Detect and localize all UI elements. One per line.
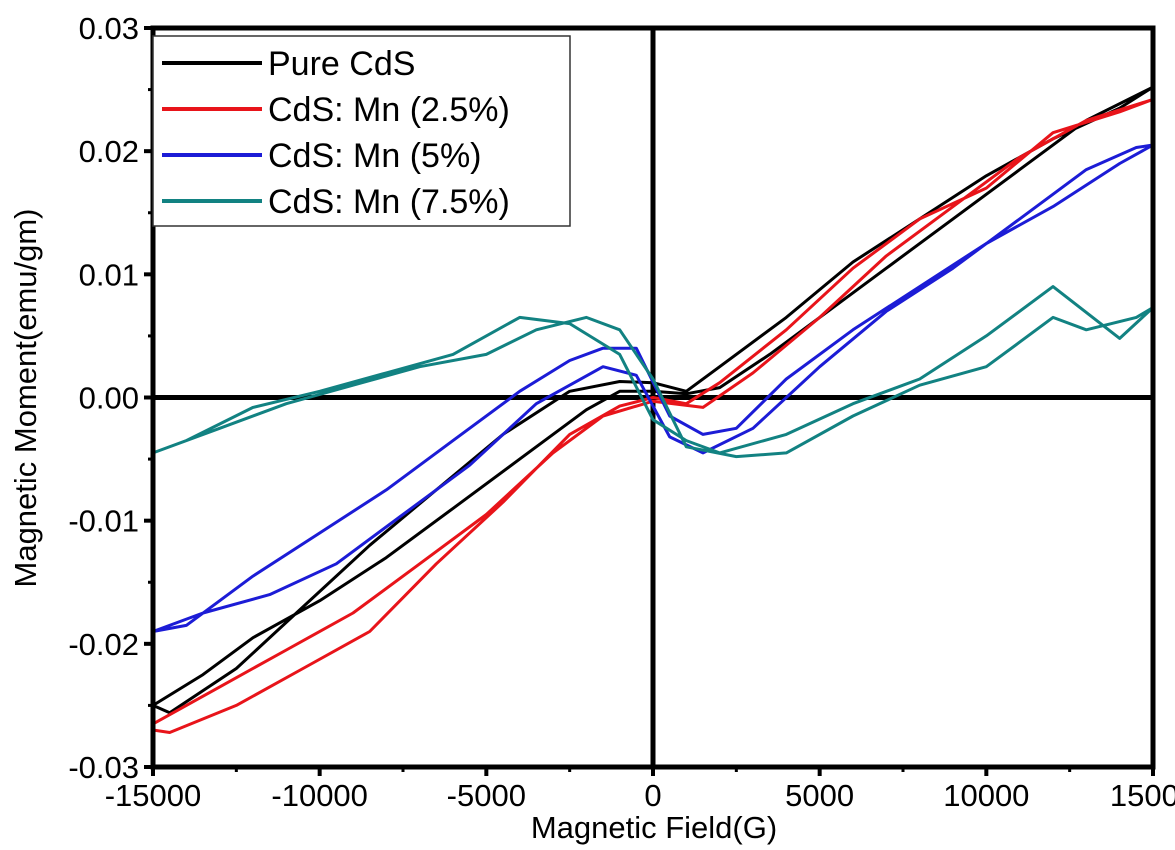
- y-axis-title: Magnetic Moment(emu/gm): [8, 208, 43, 587]
- series-line-cds-mn-2-5: [152, 97, 1155, 734]
- series-line-cds-mn-7-5: [152, 285, 1155, 459]
- legend: Pure CdS CdS: Mn (2.5%) CdS: Mn (5%) CdS: M…: [152, 35, 571, 227]
- x-tick-label: -10000: [271, 778, 368, 813]
- x-tick-label: 15000: [1110, 778, 1175, 813]
- x-tick-label: 5000: [785, 778, 854, 813]
- legend-label: Pure CdS: [268, 45, 415, 83]
- y-tick-label: -0.02: [68, 627, 139, 662]
- y-tick-label: 0.00: [79, 381, 139, 416]
- y-tick-label: -0.01: [68, 504, 139, 539]
- x-tick-label: -5000: [447, 778, 526, 813]
- legend-label: CdS: Mn (2.5%): [268, 91, 510, 129]
- legend-box: [152, 35, 571, 227]
- series-line-cds-mn-5: [152, 143, 1155, 633]
- y-tick-label: 0.01: [79, 257, 139, 292]
- y-tick-label: -0.03: [68, 750, 139, 785]
- axis-ticks: -15000 -10000 -5000 0 5000 10000 15000 -0.03 -0.…: [68, 11, 1175, 813]
- y-tick-label: 0.02: [79, 134, 139, 169]
- x-tick-label: -15000: [105, 778, 202, 813]
- y-tick-label: 0.03: [79, 11, 139, 46]
- x-axis-title: Magnetic Field(G): [531, 810, 777, 845]
- legend-label: CdS: Mn (7.5%): [268, 183, 510, 221]
- legend-label: CdS: Mn (5%): [268, 137, 482, 175]
- x-tick-label: 0: [644, 778, 661, 813]
- x-tick-label: 10000: [943, 778, 1029, 813]
